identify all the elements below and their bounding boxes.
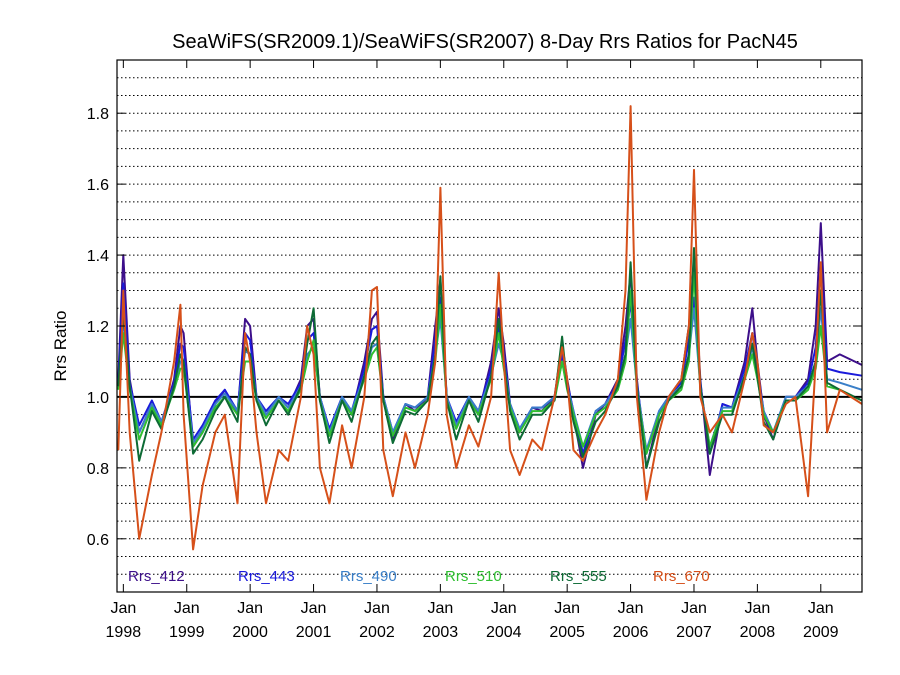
- x-tick-label-month: Jan: [554, 600, 580, 617]
- legend: Rrs_412 Rrs_443 Rrs_490 Rrs_510 Rrs_555 Rrs_6…: [128, 568, 710, 585]
- x-tick-label-year: 2004: [486, 624, 522, 641]
- x-tick-label-year: 2001: [296, 624, 332, 641]
- y-tick-label: 1.6: [87, 177, 109, 194]
- x-tick-label-month: Jan: [301, 600, 327, 617]
- x-tick-label-year: 2002: [359, 624, 395, 641]
- x-tick-label-month: Jan: [427, 600, 453, 617]
- x-axis-ticks: Jan 1998 Jan 1999 Jan 2000 Jan 2001 Jan 2002 Jan 20…: [106, 60, 839, 641]
- legend-label-rrs-555: Rrs_555: [550, 568, 607, 585]
- legend-label-rrs-412: Rrs_412: [128, 568, 185, 585]
- legend-label-rrs-670: Rrs_670: [653, 568, 710, 585]
- x-tick-label-year: 2005: [549, 624, 585, 641]
- series-lines: [117, 105, 863, 551]
- x-tick-label-month: Jan: [237, 600, 263, 617]
- x-tick-label-month: Jan: [681, 600, 707, 617]
- legend-label-rrs-510: Rrs_510: [445, 568, 502, 585]
- x-tick-label-year: 2003: [423, 624, 459, 641]
- x-tick-label-year: 2006: [613, 624, 649, 641]
- x-tick-label-year: 2008: [740, 624, 776, 641]
- x-tick-label-month: Jan: [744, 600, 770, 617]
- legend-label-rrs-443: Rrs_443: [238, 568, 295, 585]
- x-tick-label-month: Jan: [808, 600, 834, 617]
- y-tick-label: 0.8: [87, 461, 109, 478]
- x-tick-label-month: Jan: [618, 600, 644, 617]
- x-tick-label-year: 2009: [803, 624, 839, 641]
- x-tick-label-year: 1999: [169, 624, 205, 641]
- chart-title: SeaWiFS(SR2009.1)/SeaWiFS(SR2007) 8-Day …: [172, 31, 798, 53]
- series-line-rrs-670: [117, 105, 863, 551]
- series-line-rrs-443: [117, 268, 863, 455]
- x-tick-label-month: Jan: [364, 600, 390, 617]
- x-tick-label-year: 2007: [676, 624, 712, 641]
- x-tick-label-month: Jan: [174, 600, 200, 617]
- y-tick-label: 1.8: [87, 106, 109, 123]
- series-line-rrs-555: [117, 247, 863, 469]
- x-tick-label-month: Jan: [491, 600, 517, 617]
- legend-label-rrs-490: Rrs_490: [340, 568, 397, 585]
- x-tick-label-year: 2000: [232, 624, 268, 641]
- y-axis-ticks: 0.6 0.8 1.0 1.2 1.4 1.6 1.8: [87, 106, 862, 549]
- y-tick-label: 0.6: [87, 532, 109, 549]
- y-tick-label: 1.2: [87, 319, 109, 336]
- y-tick-label: 1.4: [87, 248, 109, 265]
- x-tick-label-year: 1998: [106, 624, 142, 641]
- y-tick-label: 1.0: [87, 390, 109, 407]
- x-tick-label-month: Jan: [110, 600, 136, 617]
- y-axis-label: Rrs Ratio: [51, 311, 70, 382]
